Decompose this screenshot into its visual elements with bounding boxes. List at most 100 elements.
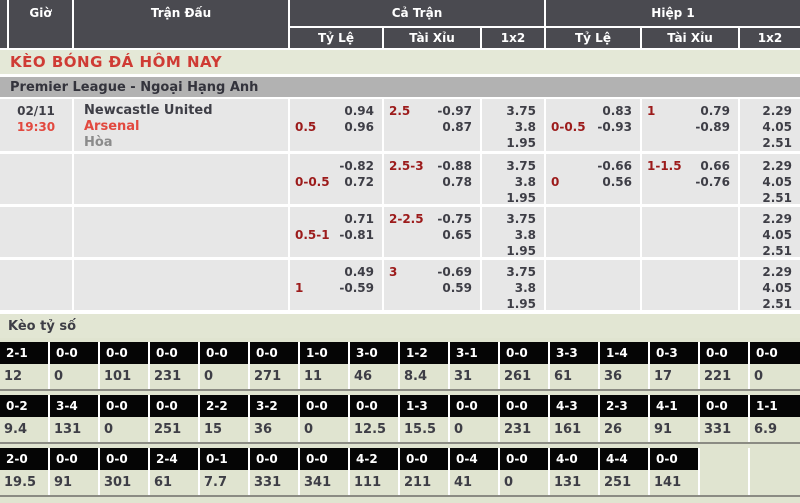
score-cell[interactable]: 3-2 36 [250, 395, 300, 442]
odds-value[interactable]: 0.65 [442, 228, 472, 242]
odds-value[interactable]: 2.29 [762, 212, 792, 226]
score-cell[interactable]: 3-1 31 [450, 342, 500, 389]
score-cell[interactable]: 2-1 12 [0, 342, 50, 389]
odds-value[interactable]: 3.8 [514, 281, 536, 295]
odds-value[interactable]: 1.95 [506, 191, 536, 204]
odds-value[interactable]: 2.29 [762, 104, 792, 118]
odds-value[interactable]: 0.94 [344, 104, 374, 118]
score-cell[interactable]: 0-0 231 [500, 395, 550, 442]
score-cell[interactable]: 1-1 6.9 [750, 395, 800, 442]
score-cell[interactable]: 0-1 7.7 [200, 448, 250, 495]
odds-value[interactable]: 3.75 [506, 265, 536, 279]
score-cell[interactable]: 0-0 211 [400, 448, 450, 495]
score-cell[interactable]: 0-0 261 [500, 342, 550, 389]
odds-value[interactable]: 3.8 [514, 228, 536, 242]
score-cell[interactable]: 1-4 36 [600, 342, 650, 389]
odds-value[interactable]: 0.87 [442, 120, 472, 134]
odds-value[interactable]: 3.8 [514, 120, 536, 134]
handicap-label[interactable]: 2.5-3 [389, 159, 424, 173]
score-cell[interactable]: 1-0 11 [300, 342, 350, 389]
odds-value[interactable]: -0.69 [437, 265, 472, 279]
score-cell[interactable]: 1-2 8.4 [400, 342, 450, 389]
odds-value[interactable]: 0.56 [602, 175, 632, 189]
odds-value[interactable]: 2.51 [762, 191, 792, 204]
score-cell[interactable]: 0-0 0 [300, 395, 350, 442]
score-cell[interactable]: 3-0 46 [350, 342, 400, 389]
score-cell[interactable]: 0-0 271 [250, 342, 300, 389]
odds-value[interactable]: 0.79 [700, 104, 730, 118]
odds-value[interactable]: 0.83 [602, 104, 632, 118]
odds-value[interactable]: 3.8 [514, 175, 536, 189]
score-cell[interactable]: 4-1 91 [650, 395, 700, 442]
score-cell[interactable]: 0-0 231 [150, 342, 200, 389]
handicap-label[interactable]: 0.5 [295, 120, 317, 134]
odds-value[interactable]: 4.05 [762, 175, 792, 189]
odds-value[interactable]: 0.59 [442, 281, 472, 295]
score-cell[interactable]: 0-0 141 [650, 448, 700, 495]
score-cell[interactable]: 0-0 91 [50, 448, 100, 495]
score-cell[interactable]: 0-0 0 [500, 448, 550, 495]
score-cell[interactable]: 0-3 17 [650, 342, 700, 389]
odds-value[interactable]: -0.89 [695, 120, 730, 134]
score-cell[interactable]: 0-0 251 [150, 395, 200, 442]
odds-value[interactable]: 1.95 [506, 136, 536, 150]
handicap-label[interactable]: 1 [647, 104, 656, 118]
odds-value[interactable]: 0.49 [344, 265, 374, 279]
score-cell[interactable]: 3-3 61 [550, 342, 600, 389]
score-cell[interactable]: 3-4 131 [50, 395, 100, 442]
league-bar[interactable]: Premier League - Ngoại Hạng Anh [0, 77, 800, 97]
score-cell[interactable]: 2-2 15 [200, 395, 250, 442]
odds-value[interactable]: 3.75 [506, 104, 536, 118]
score-cell[interactable]: 0-0 0 [450, 395, 500, 442]
score-cell[interactable]: 4-3 161 [550, 395, 600, 442]
home-team[interactable]: Newcastle United [84, 103, 213, 118]
odds-value[interactable]: 2.51 [762, 297, 792, 310]
score-cell[interactable]: 0-0 331 [700, 395, 750, 442]
score-cell[interactable]: 0-0 12.5 [350, 395, 400, 442]
odds-value[interactable]: 2.29 [762, 159, 792, 173]
score-cell[interactable]: 0-0 0 [100, 395, 150, 442]
score-cell[interactable]: 0-0 301 [100, 448, 150, 495]
odds-value[interactable]: 2.51 [762, 244, 792, 257]
score-cell[interactable]: 0-2 9.4 [0, 395, 50, 442]
away-team[interactable]: Arsenal [84, 119, 140, 134]
odds-value[interactable]: 3.75 [506, 212, 536, 226]
handicap-label[interactable]: 0.5-1 [295, 228, 330, 242]
score-cell[interactable]: 0-0 0 [50, 342, 100, 389]
handicap-label[interactable]: 0-0.5 [551, 120, 586, 134]
score-cell[interactable]: 4-0 131 [550, 448, 600, 495]
odds-value[interactable]: 0.71 [344, 212, 374, 226]
odds-value[interactable]: 0.96 [344, 120, 374, 134]
handicap-label[interactable]: 1-1.5 [647, 159, 682, 173]
odds-value[interactable]: -0.93 [597, 120, 632, 134]
score-cell[interactable]: 2-4 61 [150, 448, 200, 495]
score-cell[interactable]: 0-0 221 [700, 342, 750, 389]
odds-value[interactable]: -0.66 [597, 159, 632, 173]
odds-value[interactable]: 1.95 [506, 244, 536, 257]
odds-value[interactable]: 3.75 [506, 159, 536, 173]
handicap-label[interactable]: 0 [551, 175, 560, 189]
odds-value[interactable]: -0.81 [339, 228, 374, 242]
odds-value[interactable]: -0.76 [695, 175, 730, 189]
odds-value[interactable]: -0.88 [437, 159, 472, 173]
score-cell[interactable]: 0-0 0 [200, 342, 250, 389]
score-cell[interactable]: 0-4 41 [450, 448, 500, 495]
odds-value[interactable]: -0.82 [339, 159, 374, 173]
score-cell[interactable]: 4-4 251 [600, 448, 650, 495]
handicap-label[interactable]: 2-2.5 [389, 212, 424, 226]
odds-value[interactable]: 4.05 [762, 228, 792, 242]
odds-value[interactable]: -0.97 [437, 104, 472, 118]
odds-value[interactable]: 2.51 [762, 136, 792, 150]
handicap-label[interactable]: 2.5 [389, 104, 411, 118]
score-cell[interactable]: 0-0 341 [300, 448, 350, 495]
score-cell[interactable]: 4-2 111 [350, 448, 400, 495]
odds-value[interactable]: 2.29 [762, 265, 792, 279]
odds-value[interactable]: 1.95 [506, 297, 536, 310]
handicap-label[interactable]: 0-0.5 [295, 175, 330, 189]
odds-value[interactable]: 0.78 [442, 175, 472, 189]
odds-value[interactable]: 0.72 [344, 175, 374, 189]
score-cell[interactable]: 1-3 15.5 [400, 395, 450, 442]
odds-value[interactable]: 4.05 [762, 281, 792, 295]
score-cell[interactable]: 0-0 0 [750, 342, 800, 389]
odds-value[interactable]: -0.75 [437, 212, 472, 226]
